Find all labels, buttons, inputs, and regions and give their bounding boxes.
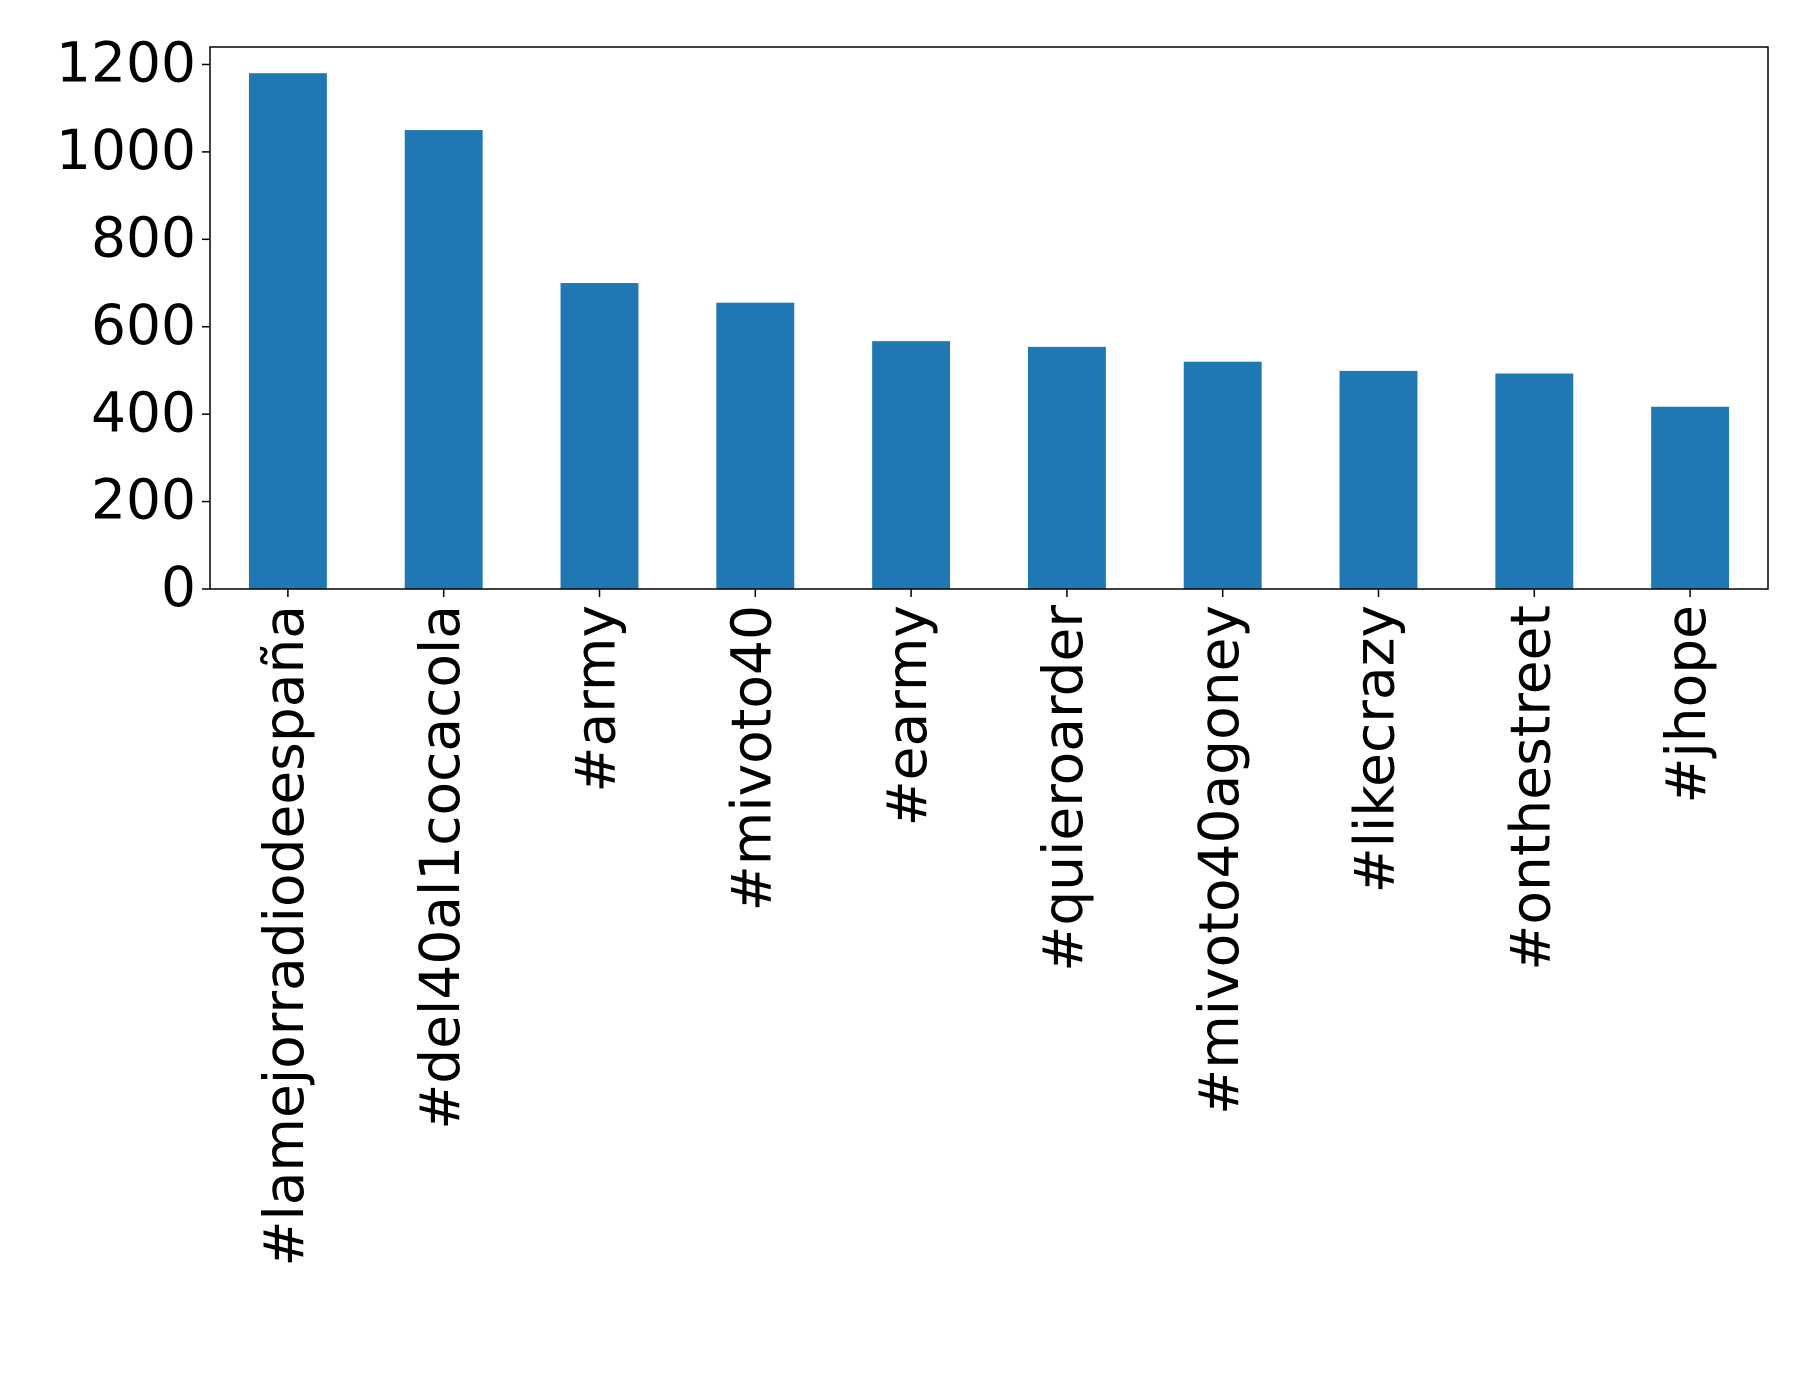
y-tick-label: 400 <box>91 380 196 444</box>
x-tick-label: #likecrazy <box>1343 605 1407 893</box>
y-tick-label: 200 <box>91 468 196 532</box>
x-tick-label: #mivoto40agoney <box>1187 605 1251 1115</box>
x-tick-label: #jhope <box>1654 605 1718 804</box>
bar <box>404 130 483 589</box>
bar <box>1339 370 1418 589</box>
x-tick-label: #army <box>564 605 628 793</box>
bar <box>1183 361 1262 589</box>
y-tick-label: 1200 <box>56 31 196 95</box>
x-tick-label: #onthestreet <box>1498 605 1562 971</box>
x-tick-label: #del40al1cocacola <box>408 605 472 1130</box>
bar <box>872 341 951 589</box>
x-tick-label: #mivoto40 <box>719 605 783 911</box>
bar <box>1651 406 1730 589</box>
bar <box>716 302 795 589</box>
y-tick-label: 0 <box>161 555 196 619</box>
plot-frame <box>209 46 1769 590</box>
x-tick-label: #earmy <box>875 605 939 826</box>
y-tick-label: 800 <box>91 205 196 269</box>
bar <box>1027 346 1106 589</box>
bar <box>1495 373 1574 589</box>
bar <box>560 283 639 589</box>
y-tick-label: 600 <box>91 293 196 357</box>
bar <box>248 73 327 589</box>
x-tick-label: #quieroarder <box>1031 605 1095 972</box>
y-tick-label: 1000 <box>56 118 196 182</box>
x-tick-label: #lamejorradiodeespaña <box>252 605 316 1267</box>
